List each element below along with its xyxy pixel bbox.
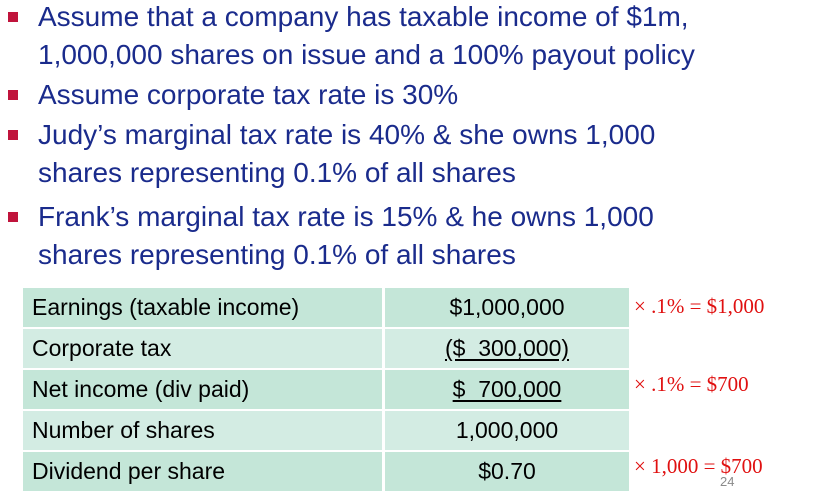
row-label: Corporate tax [23,328,385,370]
annotation-judy-earnings: × .1% = $1,000 [634,294,765,318]
row-label: Earnings (taxable income) [23,288,385,329]
row-label: Number of shares [23,410,385,452]
bullet-item-frank: Frank’s marginal tax rate is 15% & he ow… [0,198,813,274]
bullet-line: shares representing 0.1% of all shares [38,239,516,270]
bullet-item-judy: Judy’s marginal tax rate is 40% & she ow… [0,116,813,192]
square-bullet-icon [8,212,18,222]
bullet-list: Assume that a company has taxable income… [0,0,813,274]
square-bullet-icon [8,12,18,22]
bullet-line: Assume that a company has taxable income… [38,1,689,32]
value-text: $0.70 [478,458,536,484]
value-text: ($ 300,000) [444,335,570,361]
row-label: Net income (div paid) [23,369,385,411]
table-row: Number of shares 1,000,000 [23,410,629,452]
bullet-line: 1,000,000 shares on issue and a 100% pay… [38,39,695,70]
bullet-line: Frank’s marginal tax rate is 15% & he ow… [38,201,654,232]
bullet-line: shares representing 0.1% of all shares [38,157,516,188]
row-value: 1,000,000 [383,410,629,452]
row-value: ($ 300,000) [383,328,629,370]
bullet-line: Assume corporate tax rate is 30% [38,79,459,110]
row-value: $0.70 [383,451,629,493]
page-number: 24 [720,474,735,489]
bullet-item-taxable-income: Assume that a company has taxable income… [0,0,813,74]
bullet-item-corporate-tax: Assume corporate tax rate is 30% [0,76,813,114]
earnings-table: Earnings (taxable income) $1,000,000 Cor… [23,288,629,493]
bullet-line: Judy’s marginal tax rate is 40% & she ow… [38,119,656,150]
row-value: $1,000,000 [383,288,629,329]
annotation-judy-dividend: × .1% = $700 [634,372,749,396]
table-row: Corporate tax ($ 300,000) [23,328,629,370]
row-label: Dividend per share [23,451,385,493]
table-row: Net income (div paid) $ 700,000 [23,369,629,411]
value-text: $ 700,000 [452,376,562,402]
table-row: Earnings (taxable income) $1,000,000 [23,288,629,329]
annotation-dividend-per-share: × 1,000 = $700 [634,454,763,478]
row-value: $ 700,000 [383,369,629,411]
table-row: Dividend per share $0.70 [23,451,629,493]
value-text: 1,000,000 [455,417,559,443]
value-text: $1,000,000 [449,294,565,320]
square-bullet-icon [8,130,18,140]
square-bullet-icon [8,90,18,100]
